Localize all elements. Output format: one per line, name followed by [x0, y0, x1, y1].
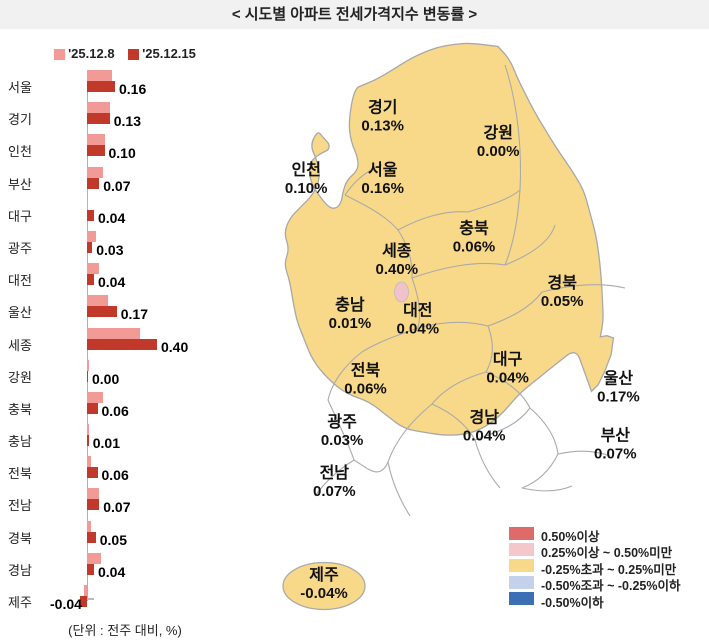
svg-text:0.05%: 0.05%: [541, 293, 584, 310]
svg-text:서울: 서울: [368, 161, 398, 179]
svg-text:0.07%: 0.07%: [594, 445, 637, 462]
svg-text:광주: 광주: [327, 412, 357, 431]
svg-text:울산: 울산: [604, 369, 634, 387]
svg-text:0.07%: 0.07%: [313, 483, 356, 500]
svg-text:충남: 충남: [335, 296, 365, 314]
svg-text:0.03%: 0.03%: [321, 432, 364, 449]
svg-text:0.17%: 0.17%: [597, 388, 640, 405]
svg-text:부산: 부산: [601, 426, 631, 444]
svg-text:강원: 강원: [483, 124, 512, 142]
svg-text:0.04%: 0.04%: [463, 427, 506, 444]
svg-text:0.01%: 0.01%: [329, 315, 372, 332]
svg-text:제주: 제주: [309, 566, 339, 584]
svg-text:전남: 전남: [320, 464, 350, 482]
svg-text:0.04%: 0.04%: [397, 320, 440, 337]
svg-text:전북: 전북: [351, 362, 381, 380]
svg-text:-0.04%: -0.04%: [300, 585, 348, 602]
svg-text:0.13%: 0.13%: [361, 118, 404, 135]
svg-text:경기: 경기: [368, 99, 397, 117]
svg-text:0.00%: 0.00%: [477, 143, 520, 160]
svg-text:0.04%: 0.04%: [486, 370, 529, 387]
svg-text:경북: 경북: [547, 274, 577, 292]
svg-text:대전: 대전: [403, 301, 432, 319]
svg-text:대구: 대구: [493, 351, 523, 369]
svg-text:0.10%: 0.10%: [285, 180, 328, 197]
svg-text:0.06%: 0.06%: [344, 381, 387, 398]
svg-text:0.40%: 0.40%: [376, 261, 419, 278]
svg-text:0.06%: 0.06%: [453, 239, 496, 256]
svg-text:경남: 경남: [469, 408, 499, 426]
svg-text:0.16%: 0.16%: [361, 180, 404, 197]
svg-text:인천: 인천: [291, 161, 320, 179]
svg-text:세종: 세종: [382, 242, 412, 260]
svg-text:충북: 충북: [459, 220, 489, 238]
